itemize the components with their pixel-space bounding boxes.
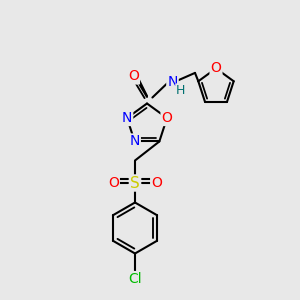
Text: O: O [211,61,221,75]
Text: O: O [108,176,119,190]
Text: Cl: Cl [128,272,142,286]
Text: O: O [151,176,162,190]
Text: O: O [161,111,172,125]
Text: S: S [130,176,140,190]
Text: N: N [130,134,140,148]
Text: H: H [176,84,186,98]
Text: O: O [128,70,139,83]
Text: N: N [167,75,178,89]
Text: N: N [122,111,132,125]
